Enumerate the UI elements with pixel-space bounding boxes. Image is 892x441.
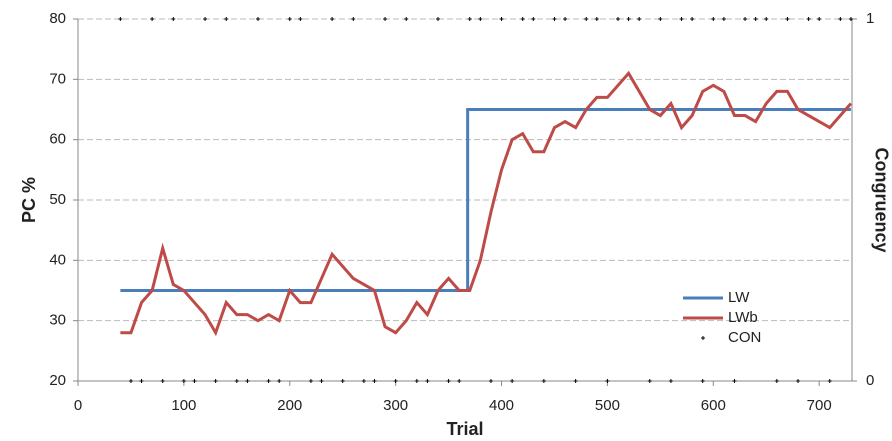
- con-point: [139, 379, 144, 383]
- con-point: [552, 17, 557, 21]
- con-point: [838, 17, 843, 21]
- con-point: [467, 17, 472, 21]
- con-point: [118, 17, 123, 21]
- legend-label: LWb: [728, 309, 758, 326]
- con-point: [690, 17, 695, 21]
- con-point: [827, 379, 832, 383]
- con-point: [234, 379, 239, 383]
- con-point: [128, 379, 133, 383]
- con-point: [308, 379, 313, 383]
- y-tick-label: 50: [49, 191, 66, 208]
- con-point: [372, 379, 377, 383]
- con-point: [541, 379, 546, 383]
- con-point: [224, 17, 229, 21]
- con-point: [277, 379, 282, 383]
- con-point: [817, 17, 822, 21]
- y2-axis-title: Congruency: [871, 147, 891, 252]
- con-point: [319, 379, 324, 383]
- con-point: [785, 17, 790, 21]
- y-tick-label: 60: [49, 131, 66, 148]
- con-point: [499, 17, 504, 21]
- con-point: [340, 379, 345, 383]
- x-tick-label: 500: [595, 397, 620, 414]
- con-point: [796, 379, 800, 383]
- con-point: [605, 379, 610, 383]
- con-point: [647, 379, 652, 383]
- con-point: [764, 17, 769, 21]
- con-point: [330, 17, 335, 21]
- x-tick-label: 100: [171, 397, 196, 414]
- y-axis-title: PC %: [19, 177, 39, 223]
- legend-marker: [701, 336, 705, 340]
- con-point: [774, 379, 779, 383]
- x-axis-title: Trial: [446, 419, 483, 439]
- legend-label: LW: [728, 289, 750, 306]
- con-point: [425, 379, 430, 383]
- con-point: [446, 379, 451, 383]
- con-point: [806, 17, 811, 21]
- con-point: [510, 379, 515, 383]
- x-tick-label: 600: [701, 397, 726, 414]
- con-point: [520, 17, 525, 21]
- con-point: [743, 17, 748, 21]
- x-tick-label: 0: [74, 397, 82, 414]
- y2-tick-label: 0: [866, 372, 874, 389]
- con-point: [563, 17, 568, 21]
- con-point: [414, 379, 419, 383]
- con-point: [668, 379, 673, 383]
- con-point: [584, 17, 589, 21]
- con-point: [658, 17, 663, 21]
- series-line: [120, 108, 851, 292]
- con-point: [351, 17, 356, 21]
- con-point: [848, 17, 853, 21]
- con-point: [171, 17, 176, 21]
- con-point: [753, 17, 758, 21]
- con-point: [488, 379, 493, 383]
- con-point: [531, 17, 536, 21]
- con-point: [616, 17, 620, 21]
- con-point: [160, 379, 165, 383]
- con-point: [256, 17, 260, 21]
- x-tick-label: 400: [489, 397, 514, 414]
- con-point: [404, 17, 409, 21]
- y-tick-label: 30: [49, 312, 66, 329]
- con-point: [266, 379, 271, 383]
- con-point: [181, 379, 186, 383]
- y-tick-label: 20: [49, 372, 66, 389]
- con-point: [478, 17, 483, 21]
- con-point: [732, 379, 737, 383]
- con-point: [287, 17, 292, 21]
- con-point: [383, 17, 388, 21]
- con-point: [573, 379, 578, 383]
- legend-label: CON: [728, 329, 761, 346]
- con-point: [594, 17, 599, 21]
- con-point: [298, 17, 303, 21]
- con-point: [245, 379, 250, 383]
- y-tick-label: 40: [49, 251, 66, 268]
- y-tick-label: 70: [49, 70, 66, 87]
- y2-tick-label: 1: [866, 10, 874, 27]
- con-point: [361, 379, 366, 383]
- con-point: [700, 379, 705, 383]
- y-tick-label: 80: [49, 10, 66, 27]
- series-line: [120, 70, 853, 337]
- con-point: [637, 17, 642, 21]
- x-tick-label: 700: [807, 397, 832, 414]
- con-point: [721, 17, 726, 21]
- con-point: [213, 379, 218, 383]
- con-point: [711, 17, 716, 21]
- con-point: [436, 17, 440, 21]
- con-point: [203, 17, 208, 21]
- con-point: [192, 379, 197, 383]
- con-point: [393, 379, 398, 383]
- x-tick-label: 200: [277, 397, 302, 414]
- con-point: [150, 17, 155, 21]
- x-tick-label: 300: [383, 397, 408, 414]
- con-point: [626, 17, 631, 21]
- con-point: [679, 17, 684, 21]
- con-point: [457, 379, 462, 383]
